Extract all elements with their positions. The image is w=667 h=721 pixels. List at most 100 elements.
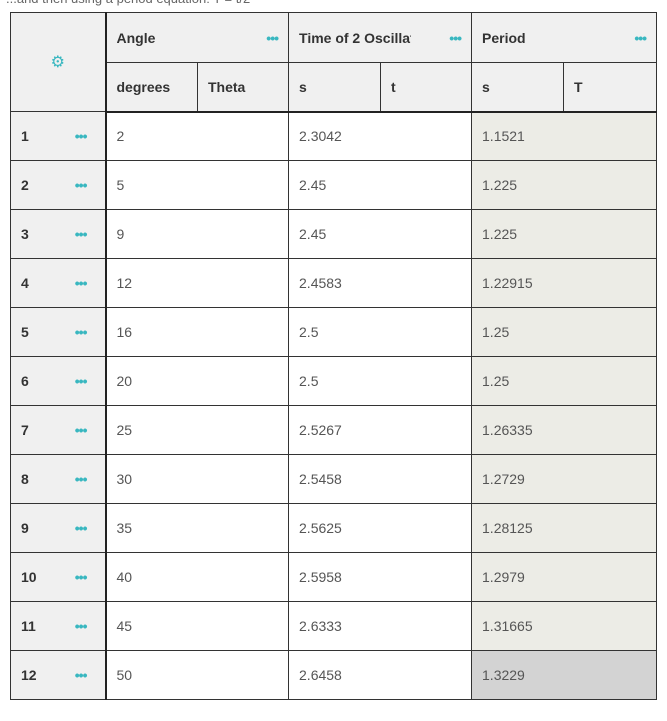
row-index-cell[interactable]: 8 ••• [10,454,107,504]
row-menu-icon[interactable]: ••• [74,569,88,585]
period-cell[interactable]: 1.22915 [471,258,658,308]
time-cell[interactable]: 2.5458 [288,454,473,504]
time-cell[interactable]: 2.5 [288,356,473,406]
table-row[interactable]: 2 ••• 5 2.45 1.225 [10,160,658,210]
period-cell[interactable]: 1.225 [471,160,658,210]
table-row[interactable]: 8 ••• 30 2.5458 1.2729 [10,454,658,504]
table-row[interactable]: 10 ••• 40 2.5958 1.2979 [10,552,658,602]
angle-cell[interactable]: 16 [104,307,290,357]
row-menu-icon[interactable]: ••• [74,422,88,438]
time-cell[interactable]: 2.45 [288,160,473,210]
angle-cell[interactable]: 35 [104,503,290,553]
table-row[interactable]: 6 ••• 20 2.5 1.25 [10,356,658,406]
angle-cell[interactable]: 2 [104,111,290,161]
time-cell[interactable]: 2.6333 [288,601,473,651]
angle-cell[interactable]: 30 [104,454,290,504]
table-body: 1 ••• 2 2.3042 1.1521 2 ••• 5 2.45 1.225 3 ••• 9 2.45… [10,111,658,700]
table-row[interactable]: 1 ••• 2 2.3042 1.1521 [10,111,658,161]
column-header-period[interactable]: Period ••• [471,12,658,63]
angle-cell[interactable]: 45 [104,601,290,651]
row-menu-icon[interactable]: ••• [74,373,88,389]
table-corner: ⚙ [10,12,107,112]
period-cell[interactable]: 1.25 [471,307,658,357]
top-caption-strip: ...and then using a period equation: T =… [0,0,667,12]
row-menu-icon[interactable]: ••• [74,324,88,340]
row-number: 11 [21,618,36,634]
gear-icon[interactable]: ⚙ [50,54,65,71]
time-cell[interactable]: 2.5625 [288,503,473,553]
time-cell[interactable]: 2.5267 [288,405,473,455]
row-index-cell[interactable]: 4 ••• [10,258,107,308]
period-cell[interactable]: 1.25 [471,356,658,406]
column-menu-icon[interactable]: ••• [449,29,462,46]
table-row[interactable]: 5 ••• 16 2.5 1.25 [10,307,658,357]
column-symbol[interactable]: Theta [196,62,290,113]
angle-cell[interactable]: 9 [104,209,290,259]
row-number: 2 [21,177,29,193]
row-menu-icon[interactable]: ••• [74,275,88,291]
row-index-cell[interactable]: 1 ••• [10,111,107,161]
row-menu-icon[interactable]: ••• [74,128,88,144]
row-index-cell[interactable]: 12 ••• [10,650,107,700]
column-name: Period [482,29,526,46]
table-row[interactable]: 4 ••• 12 2.4583 1.22915 [10,258,658,308]
angle-cell[interactable]: 12 [104,258,290,308]
angle-cell[interactable]: 40 [104,552,290,602]
row-menu-icon[interactable]: ••• [74,618,88,634]
column-menu-icon[interactable]: ••• [266,29,279,46]
column-unit[interactable]: degrees [105,62,198,113]
column-unit[interactable]: s [288,62,382,113]
row-number: 7 [21,422,29,438]
row-index-cell[interactable]: 6 ••• [10,356,107,406]
column-unit[interactable]: s [471,62,565,113]
row-index-cell[interactable]: 2 ••• [10,160,107,210]
period-cell[interactable]: 1.28125 [471,503,658,553]
period-cell[interactable]: 1.2979 [471,552,658,602]
column-menu-icon[interactable]: ••• [634,29,647,46]
angle-cell[interactable]: 5 [104,160,290,210]
period-cell[interactable]: 1.3229 [471,650,658,700]
period-cell[interactable]: 1.2729 [471,454,658,504]
table-row[interactable]: 3 ••• 9 2.45 1.225 [10,209,658,259]
angle-cell[interactable]: 50 [104,650,290,700]
angle-cell[interactable]: 20 [104,356,290,406]
period-cell[interactable]: 1.31665 [471,601,658,651]
time-cell[interactable]: 2.5958 [288,552,473,602]
table-row[interactable]: 12 ••• 50 2.6458 1.3229 [10,650,658,700]
row-index-cell[interactable]: 3 ••• [10,209,107,259]
row-index-cell[interactable]: 10 ••• [10,552,107,602]
angle-cell[interactable]: 25 [104,405,290,455]
row-number: 9 [21,520,29,536]
period-cell[interactable]: 1.225 [471,209,658,259]
top-caption: ...and then using a period equation: T =… [6,0,250,6]
row-menu-icon[interactable]: ••• [74,226,88,242]
row-number: 1 [21,128,29,144]
column-name: Angle [116,29,156,46]
time-cell[interactable]: 2.6458 [288,650,473,700]
row-index-cell[interactable]: 11 ••• [10,601,107,651]
period-cell[interactable]: 1.1521 [471,111,658,161]
time-cell[interactable]: 2.4583 [288,258,473,308]
row-number: 5 [21,324,29,340]
data-table: ⚙ Angle ••• Time of 2 Oscillations ••• P… [10,12,658,700]
time-cell[interactable]: 2.5 [288,307,473,357]
time-cell[interactable]: 2.45 [288,209,473,259]
column-symbol[interactable]: T [563,62,658,113]
table-row[interactable]: 9 ••• 35 2.5625 1.28125 [10,503,658,553]
row-menu-icon[interactable]: ••• [74,471,88,487]
row-index-cell[interactable]: 7 ••• [10,405,107,455]
row-menu-icon[interactable]: ••• [74,520,88,536]
column-header-time[interactable]: Time of 2 Oscillations ••• [288,12,473,63]
row-index-cell[interactable]: 9 ••• [10,503,107,553]
row-menu-icon[interactable]: ••• [74,667,88,683]
column-symbol[interactable]: t [380,62,473,113]
row-menu-icon[interactable]: ••• [74,177,88,193]
period-cell[interactable]: 1.26335 [471,405,658,455]
column-name: Time of 2 Oscillations [299,29,411,46]
row-number: 3 [21,226,29,242]
column-header-angle[interactable]: Angle ••• [104,12,290,63]
table-row[interactable]: 11 ••• 45 2.6333 1.31665 [10,601,658,651]
table-row[interactable]: 7 ••• 25 2.5267 1.26335 [10,405,658,455]
row-index-cell[interactable]: 5 ••• [10,307,107,357]
time-cell[interactable]: 2.3042 [288,111,473,161]
